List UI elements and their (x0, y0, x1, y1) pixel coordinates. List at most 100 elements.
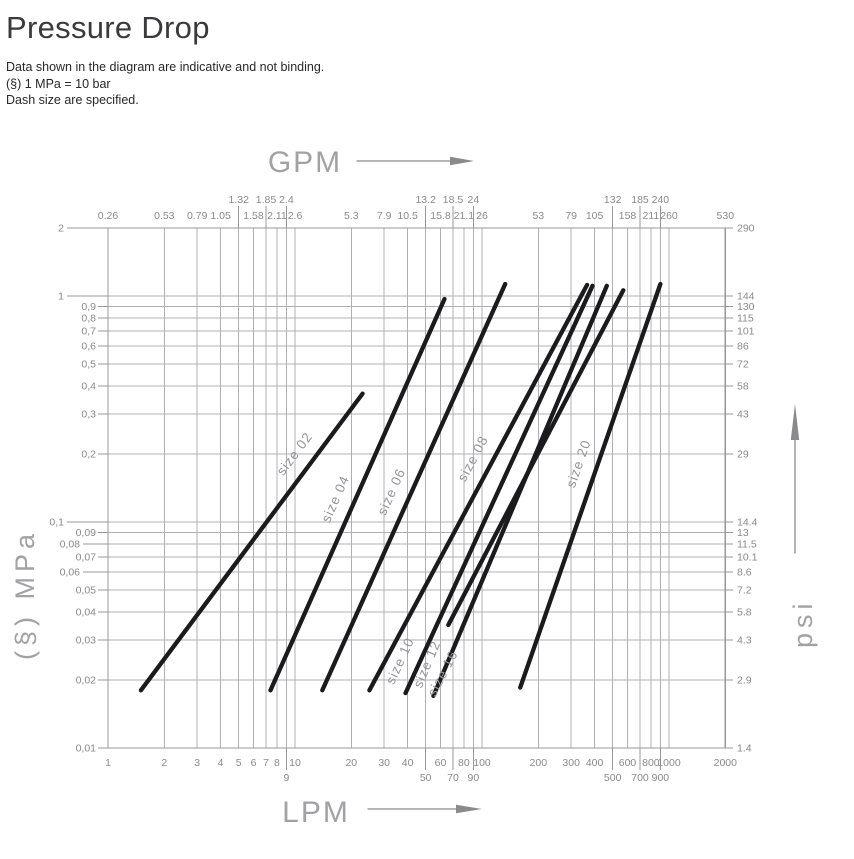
curve-size-16: size 16 (425, 288, 626, 699)
mpa-axis-title: (§) MPa (10, 529, 40, 660)
svg-text:0,07: 0,07 (76, 552, 97, 564)
svg-text:600: 600 (619, 757, 637, 769)
svg-text:0,5: 0,5 (81, 359, 96, 371)
svg-text:800: 800 (642, 757, 660, 769)
svg-text:2.6: 2.6 (288, 210, 303, 222)
svg-text:14.4: 14.4 (737, 517, 758, 529)
svg-text:105: 105 (586, 210, 604, 222)
gpm-axis-title: GPM (268, 146, 342, 179)
svg-text:10.5: 10.5 (397, 210, 418, 222)
svg-text:0,05: 0,05 (76, 585, 97, 597)
svg-text:5: 5 (236, 757, 242, 769)
svg-text:8: 8 (274, 757, 280, 769)
svg-text:0,02: 0,02 (76, 675, 97, 687)
svg-text:7.2: 7.2 (737, 585, 752, 597)
svg-text:0,08: 0,08 (60, 538, 81, 550)
psi-axis-title: psi (788, 598, 818, 648)
svg-text:1.05: 1.05 (210, 210, 231, 222)
curve-size-04: size 04 (268, 296, 447, 693)
x-axis-top: 0.26 0.53 0.79 1.05 1.32 1.58 1.85 2.11 2.4 2.6 5.… (98, 194, 734, 228)
svg-text:40: 40 (402, 757, 414, 769)
svg-text:10.1: 10.1 (737, 552, 758, 564)
svg-text:1: 1 (105, 757, 111, 769)
svg-text:900: 900 (652, 772, 670, 784)
svg-text:0,09: 0,09 (76, 527, 97, 539)
svg-text:1.4: 1.4 (737, 743, 752, 755)
svg-text:0,8: 0,8 (81, 312, 96, 324)
svg-text:60: 60 (435, 757, 447, 769)
svg-text:0,7: 0,7 (81, 326, 96, 338)
svg-text:53: 53 (532, 210, 544, 222)
note-indicative: Data shown in the diagram are indicative… (6, 60, 325, 74)
svg-text:72: 72 (737, 359, 749, 371)
svg-text:80: 80 (458, 757, 470, 769)
svg-text:90: 90 (468, 772, 480, 784)
svg-text:1: 1 (58, 291, 64, 303)
svg-text:158: 158 (619, 210, 637, 222)
svg-text:50: 50 (420, 772, 432, 784)
svg-text:58: 58 (737, 380, 749, 392)
svg-text:0,01: 0,01 (76, 743, 97, 755)
curve-label: size 20 (563, 438, 594, 490)
svg-text:0.26: 0.26 (98, 210, 119, 222)
svg-text:86: 86 (737, 341, 749, 353)
svg-text:11.5: 11.5 (737, 538, 757, 550)
svg-text:101: 101 (737, 326, 755, 338)
svg-text:8.6: 8.6 (737, 567, 752, 579)
svg-text:0,2: 0,2 (81, 449, 96, 461)
svg-text:6: 6 (251, 757, 257, 769)
svg-text:0,1: 0,1 (49, 517, 64, 529)
svg-text:0,3: 0,3 (81, 409, 96, 421)
svg-text:18.5: 18.5 (443, 194, 464, 206)
svg-text:0,6: 0,6 (81, 341, 96, 353)
svg-text:1.58: 1.58 (243, 210, 264, 222)
svg-text:185: 185 (631, 194, 649, 206)
chart-header: Pressure Drop Data shown in the diagram … (0, 0, 324, 109)
svg-text:9: 9 (283, 772, 289, 784)
curve-size-02: size 02 (138, 391, 365, 693)
svg-text:3: 3 (194, 757, 200, 769)
svg-text:260: 260 (660, 210, 678, 222)
svg-text:21.1: 21.1 (454, 210, 475, 222)
svg-text:0,03: 0,03 (76, 635, 97, 647)
svg-text:4: 4 (218, 757, 224, 769)
svg-text:70: 70 (447, 772, 459, 784)
svg-text:0.79: 0.79 (187, 210, 208, 222)
svg-text:100: 100 (473, 757, 491, 769)
svg-text:1.85: 1.85 (256, 194, 277, 206)
svg-text:2000: 2000 (714, 757, 738, 769)
svg-text:24: 24 (468, 194, 480, 206)
axis-units: GPM LPM (§) MPa psi (10, 146, 818, 829)
svg-text:130: 130 (737, 301, 755, 313)
psi-arrow-icon (790, 404, 800, 440)
svg-text:0.53: 0.53 (154, 210, 175, 222)
svg-text:1000: 1000 (657, 757, 681, 769)
svg-text:0,04: 0,04 (76, 606, 97, 618)
chart-notes: Data shown in the diagram are indicative… (0, 59, 324, 109)
svg-text:132: 132 (604, 194, 622, 206)
svg-text:2.4: 2.4 (279, 194, 294, 206)
note-unit-conversion: (§) 1 MPa = 10 bar (6, 76, 111, 91)
svg-text:530: 530 (717, 210, 735, 222)
y-axis-left: 2 1 0,90,8 0,7 0,6 0,5 0,4 0,3 0,2 0,1 0,090,08 0,0… (49, 223, 108, 755)
svg-text:240: 240 (652, 194, 670, 206)
svg-text:13.2: 13.2 (415, 194, 436, 206)
svg-text:400: 400 (586, 757, 604, 769)
svg-text:43: 43 (737, 409, 749, 421)
svg-text:5.8: 5.8 (737, 606, 752, 618)
svg-text:500: 500 (604, 772, 622, 784)
svg-text:115: 115 (737, 312, 754, 324)
svg-text:30: 30 (378, 757, 390, 769)
svg-text:13: 13 (737, 527, 749, 539)
svg-text:0,9: 0,9 (81, 301, 96, 313)
plot-border (107, 227, 726, 749)
svg-text:2: 2 (161, 757, 167, 769)
svg-text:20: 20 (345, 757, 357, 769)
svg-text:7: 7 (263, 757, 269, 769)
svg-text:26: 26 (476, 210, 488, 222)
